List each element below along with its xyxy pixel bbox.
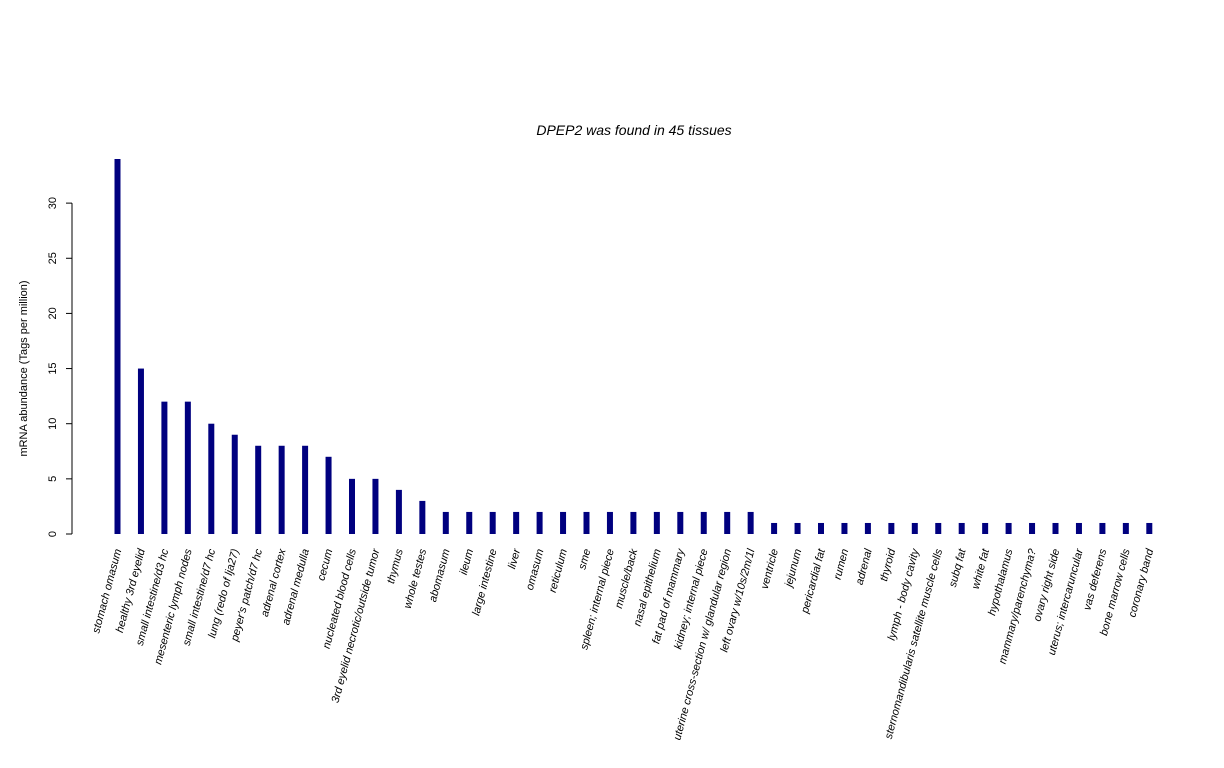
y-tick-label: 10 bbox=[47, 418, 59, 430]
category-label: liver bbox=[506, 546, 523, 570]
category-label: large intestine bbox=[470, 548, 499, 617]
category-label: ventricle bbox=[759, 548, 781, 591]
bar bbox=[255, 445, 262, 534]
bar bbox=[489, 511, 496, 534]
y-tick-label: 15 bbox=[47, 362, 59, 374]
bar bbox=[818, 522, 824, 534]
bar bbox=[349, 478, 355, 534]
category-label: pericardial fat bbox=[799, 547, 828, 616]
bar bbox=[466, 511, 473, 534]
y-tick-label: 20 bbox=[47, 307, 59, 319]
category-label: vas deferens bbox=[1081, 547, 1109, 611]
bar bbox=[114, 159, 121, 534]
bar bbox=[325, 456, 332, 534]
bar bbox=[653, 511, 660, 534]
bar bbox=[1005, 522, 1012, 534]
bar bbox=[1146, 522, 1153, 534]
bar bbox=[231, 434, 238, 534]
category-label: whole testes bbox=[402, 547, 430, 610]
bar bbox=[419, 500, 426, 534]
bar bbox=[606, 511, 613, 534]
category-label: rumen bbox=[832, 548, 852, 581]
bar bbox=[982, 522, 989, 534]
bar bbox=[395, 489, 402, 534]
bar bbox=[513, 511, 520, 534]
category-label: adrenal bbox=[854, 547, 875, 586]
bar bbox=[1099, 522, 1106, 534]
bar bbox=[911, 522, 918, 534]
bar bbox=[724, 511, 731, 534]
bar bbox=[442, 511, 449, 534]
bar bbox=[184, 401, 191, 534]
category-label: thyroid bbox=[878, 547, 898, 583]
category-label: sme bbox=[576, 548, 593, 571]
bar bbox=[278, 445, 285, 534]
category-label: muscle/back bbox=[613, 547, 641, 610]
bar bbox=[771, 522, 778, 534]
category-label: cecum bbox=[315, 548, 335, 582]
bar bbox=[302, 445, 309, 534]
bar bbox=[1075, 522, 1082, 534]
category-label: reticulum bbox=[547, 548, 570, 594]
bar bbox=[161, 401, 168, 534]
bar bbox=[888, 522, 895, 534]
bar bbox=[583, 511, 590, 534]
bar bbox=[794, 522, 801, 534]
y-axis-label: mRNA abundance (Tags per million) bbox=[18, 280, 30, 456]
bars-group bbox=[114, 159, 1153, 534]
y-tick-label: 0 bbox=[47, 531, 59, 537]
category-label: subq fat bbox=[947, 547, 969, 589]
bar bbox=[208, 423, 215, 534]
bar bbox=[1122, 522, 1129, 534]
category-label: jejunum bbox=[782, 548, 804, 590]
bar bbox=[958, 522, 965, 534]
bar bbox=[700, 511, 707, 534]
y-tick-label: 30 bbox=[47, 197, 59, 209]
y-tick-label: 5 bbox=[47, 476, 59, 482]
bar bbox=[137, 368, 144, 534]
category-label: ileum bbox=[458, 548, 476, 577]
category-label: white fat bbox=[970, 547, 992, 591]
category-label: abomasum bbox=[427, 548, 453, 604]
bar bbox=[677, 511, 684, 534]
bar bbox=[747, 511, 754, 534]
bar bbox=[372, 478, 379, 534]
bar bbox=[841, 522, 848, 534]
bar bbox=[1052, 522, 1059, 534]
bar bbox=[560, 511, 567, 534]
y-axis: 0 5 10 15 20 25 30 bbox=[47, 197, 73, 537]
chart-title: DPEP2 was found in 45 tissues bbox=[536, 122, 731, 138]
bar bbox=[864, 522, 871, 534]
bar bbox=[1029, 522, 1036, 534]
bar bbox=[935, 522, 942, 534]
bar bbox=[630, 511, 637, 534]
category-label: omasum bbox=[524, 548, 547, 592]
y-tick-label: 25 bbox=[47, 252, 59, 264]
category-label: thymus bbox=[385, 547, 406, 585]
bar bbox=[536, 511, 543, 534]
